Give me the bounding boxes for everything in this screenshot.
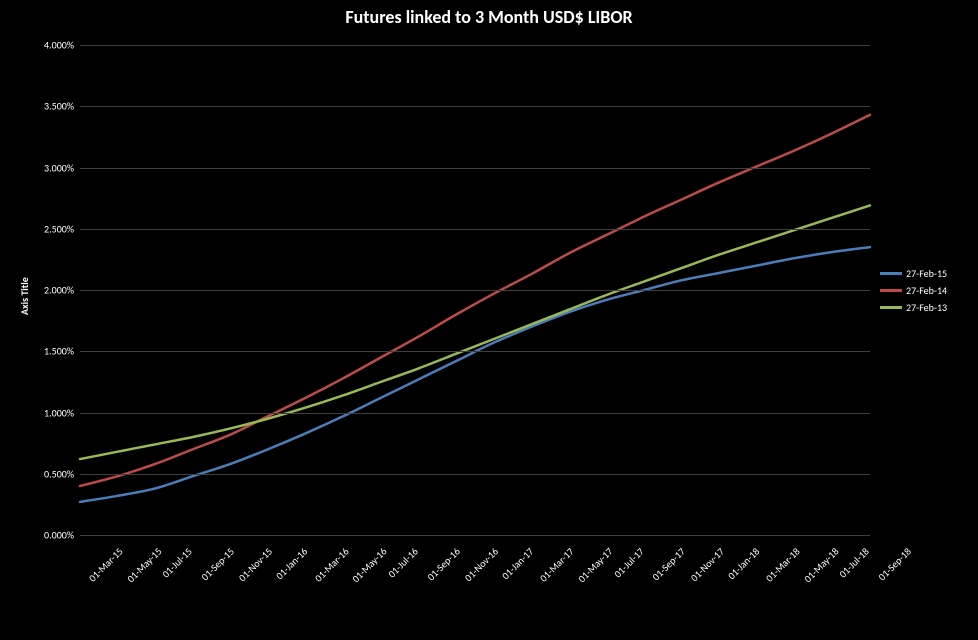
gridline — [80, 474, 870, 475]
y-tick-label: 0.500% — [44, 467, 74, 480]
gridline — [80, 45, 870, 46]
legend-label: 27-Feb-15 — [906, 267, 947, 280]
x-tick-label: 01-Jan-16 — [273, 545, 310, 582]
gridline — [80, 351, 870, 352]
y-axis-title: Axis Title — [18, 277, 31, 315]
x-tick-label: 01-Sep-18 — [875, 545, 913, 583]
x-tick-label: 01-Sep-16 — [424, 545, 462, 583]
y-tick-label: 3.500% — [44, 100, 74, 113]
y-tick-label: 1.500% — [44, 345, 74, 358]
x-tick-label: 01-Sep-15 — [198, 545, 236, 583]
x-tick-label: 01-Jan-17 — [499, 545, 536, 582]
x-tick-label: 01-Sep-17 — [650, 545, 688, 583]
y-tick-label: 2.000% — [44, 284, 74, 297]
gridline — [80, 290, 870, 291]
gridline — [80, 535, 870, 536]
x-tick-label: 01-Jul-16 — [385, 545, 420, 580]
gridline — [80, 413, 870, 414]
x-tick-label: 01-Jul-17 — [611, 545, 646, 580]
x-tick-label: 01-May-15 — [124, 545, 164, 585]
legend-swatch — [880, 272, 902, 275]
x-tick-label: 01-Mar-15 — [86, 545, 126, 585]
y-tick-label: 1.000% — [44, 406, 74, 419]
legend-item: 27-Feb-14 — [880, 284, 947, 297]
y-tick-label: 4.000% — [44, 39, 74, 52]
gridline — [80, 106, 870, 107]
x-tick-label: 01-Nov-16 — [462, 545, 501, 584]
legend: 27-Feb-15 27-Feb-14 27-Feb-13 — [880, 263, 947, 318]
x-tick-label: 01-Nov-15 — [236, 545, 275, 584]
gridline — [80, 229, 870, 230]
x-tick-label: 01-Mar-18 — [763, 545, 803, 585]
libor-futures-chart: Futures linked to 3 Month USD$ LIBOR Axi… — [0, 0, 978, 640]
x-tick-label: 01-May-17 — [575, 545, 615, 585]
x-tick-label: 01-Mar-16 — [312, 545, 352, 585]
x-tick-label: 01-May-16 — [350, 545, 390, 585]
series-line — [80, 247, 870, 502]
x-tick-label: 01-Jul-18 — [837, 545, 872, 580]
chart-title: Futures linked to 3 Month USD$ LIBOR — [0, 6, 978, 28]
y-tick-label: 2.500% — [44, 222, 74, 235]
gridline — [80, 168, 870, 169]
legend-label: 27-Feb-14 — [906, 284, 947, 297]
x-tick-label: 01-Mar-17 — [537, 545, 577, 585]
legend-item: 27-Feb-15 — [880, 267, 947, 280]
y-tick-label: 3.000% — [44, 161, 74, 174]
legend-swatch — [880, 289, 902, 292]
x-tick-label: 01-Nov-17 — [688, 545, 727, 584]
x-tick-label: 01-Jan-18 — [725, 545, 762, 582]
x-tick-label: 01-May-18 — [801, 545, 841, 585]
legend-item: 27-Feb-13 — [880, 301, 947, 314]
legend-label: 27-Feb-13 — [906, 301, 947, 314]
series-line — [80, 115, 870, 486]
legend-swatch — [880, 306, 902, 309]
plot-area: 0.000%0.500%1.000%1.500%2.000%2.500%3.00… — [80, 45, 870, 535]
x-tick-label: 01-Jul-15 — [160, 545, 195, 580]
series-line — [80, 205, 870, 459]
y-tick-label: 0.000% — [44, 529, 74, 542]
